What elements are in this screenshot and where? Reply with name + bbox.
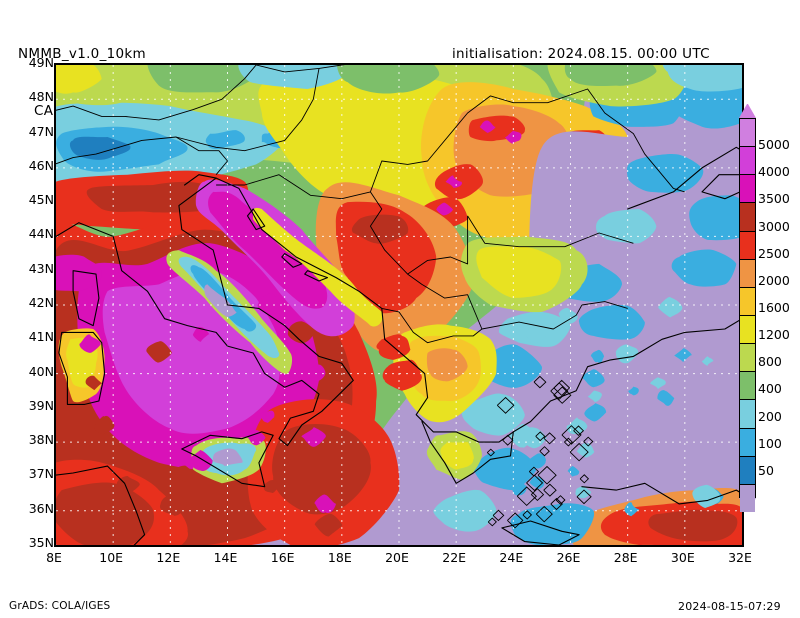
colorbar[interactable]: [739, 118, 756, 512]
colorbar-tick-label: 3500: [758, 191, 790, 207]
colorbar-tick-label: 100: [758, 435, 782, 451]
lon-tick-label: 8E: [46, 550, 62, 565]
lon-tick-label: 12E: [156, 550, 181, 565]
lon-tick-label: 32E: [728, 550, 752, 565]
lon-tick-label: 24E: [499, 550, 524, 565]
cape-heatmap: [56, 65, 742, 545]
colorbar-tick-label: 400: [758, 381, 782, 397]
colorbar-swatch: [740, 202, 755, 231]
lon-tick-label: 16E: [270, 550, 295, 565]
colorbar-tick-label: 5000: [758, 137, 790, 153]
lat-tick-label: 44N: [28, 226, 54, 242]
lat-tick-label: 39N: [28, 397, 54, 413]
lat-tick-label: 41N: [28, 329, 54, 345]
grads-credit: GrADS: COLA/IGES: [9, 600, 111, 612]
lat-tick-label: 38N: [28, 432, 54, 448]
lat-tick-label: 37N: [28, 466, 54, 482]
lat-tick-label: 43N: [28, 260, 54, 276]
colorbar-tick-label: 1600: [758, 300, 790, 315]
colorbar-swatch: [740, 343, 755, 372]
lon-tick-label: 10E: [99, 550, 124, 565]
lon-tick-label: 14E: [213, 550, 238, 565]
colorbar-swatch: [740, 427, 755, 456]
lon-tick-label: 22E: [442, 550, 467, 565]
lat-tick-label: 40N: [28, 363, 54, 379]
colorbar-tick-label: 50: [758, 462, 774, 478]
colorbar-tick-label: 1200: [758, 327, 790, 343]
colorbar-swatch: [740, 119, 755, 147]
colorbar-swatch: [740, 371, 755, 400]
colorbar-tick-label: 4000: [758, 164, 790, 180]
colorbar-under-cap: [739, 498, 756, 512]
lon-tick-label: 26E: [556, 550, 581, 565]
render-timestamp: 2024-08-15-07:29: [678, 600, 781, 613]
colorbar-tick-label: 2000: [758, 272, 790, 288]
colorbar-swatch: [740, 258, 755, 287]
lat-tick-label: 46N: [28, 157, 54, 173]
colorbar-swatch: [740, 174, 755, 203]
colorbar-swatch: [740, 286, 755, 315]
colorbar-tick-label: 800: [758, 354, 782, 370]
lat-tick-label: 35N: [28, 535, 54, 550]
colorbar-tick-label: 3000: [758, 218, 790, 234]
colorbar-swatch: [740, 455, 755, 484]
lat-tick-label: 36N: [28, 500, 54, 516]
colorbar-swatch: [740, 399, 755, 428]
colorbar-swatch: [740, 230, 755, 259]
lon-tick-label: 20E: [385, 550, 409, 565]
colorbar-swatch: [740, 314, 755, 344]
initialisation-time: initialisation: 2024.08.15. 00:00 UTC: [452, 46, 710, 62]
lat-tick-label: 42N: [28, 295, 54, 310]
lon-tick-label: 28E: [613, 550, 638, 565]
map-plot-area[interactable]: [54, 63, 744, 547]
map-clip: [56, 65, 742, 545]
lon-tick-label: 18E: [327, 550, 352, 565]
model-name: NMMB_v1.0_10km: [18, 46, 146, 62]
colorbar-over-cap: [739, 104, 756, 118]
lon-tick-label: 30E: [670, 550, 695, 565]
colorbar-tick-label: 2500: [758, 245, 790, 261]
lat-tick-label: 45N: [28, 192, 54, 208]
colorbar-swatch: [740, 146, 755, 175]
colorbar-tick-label: 200: [758, 408, 782, 424]
